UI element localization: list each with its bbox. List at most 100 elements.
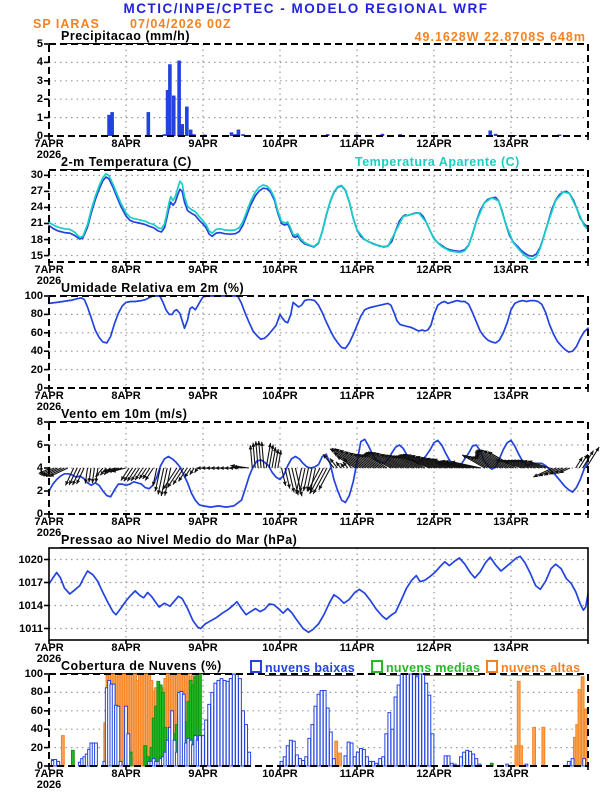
panel-chart-rh2m <box>44 295 589 392</box>
x-tick-year-label: 2026 <box>36 149 62 161</box>
y-tick-label: 0 <box>36 508 43 520</box>
station-coordinates: 49.1628W 22.8708S 648m <box>414 30 586 44</box>
y-tick-label: 0 <box>36 130 43 142</box>
x-tick-label: 8APR <box>111 768 141 780</box>
x-tick-label: 7APR <box>34 516 64 528</box>
x-tick-label: 11APR <box>339 768 375 780</box>
y-tick-label: 1017 <box>18 576 43 589</box>
panel-chart-precip <box>44 43 589 140</box>
x-tick-label: 12APR <box>416 768 452 780</box>
x-tick-label: 11APR <box>339 516 375 528</box>
x-tick-label: 8APR <box>111 516 141 528</box>
x-tick-label: 9APR <box>188 264 218 276</box>
y-tick-label: 30 <box>30 169 43 182</box>
y-tick-label: 24 <box>30 201 43 214</box>
y-tick-label: 20 <box>30 363 43 376</box>
x-tick-label: 12APR <box>416 642 452 654</box>
x-tick-label: 9APR <box>188 516 218 528</box>
y-tick-label: 80 <box>30 686 43 699</box>
x-tick-label: 10APR <box>262 138 298 150</box>
x-tick-label: 12APR <box>416 264 452 276</box>
x-tick-label: 8APR <box>111 390 141 402</box>
station-name: SP IARAS <box>33 17 100 31</box>
y-tick-label: 100 <box>24 668 43 680</box>
legend-temp2m: Temperatura Aparente (C) <box>355 155 520 169</box>
x-tick-label: 10APR <box>262 768 298 780</box>
x-tick-year-label: 2026 <box>36 527 62 539</box>
y-tick-label: 60 <box>30 704 43 717</box>
y-tick-label: 1011 <box>19 622 43 635</box>
x-tick-label: 8APR <box>111 138 141 150</box>
panel-chart-mslp <box>44 547 589 644</box>
legend-item-nuvens-medias: nuvens medias <box>371 660 481 676</box>
x-tick-label: 9APR <box>188 642 218 654</box>
x-tick-label: 7APR <box>34 768 64 780</box>
x-tick-label: 10APR <box>262 390 298 402</box>
x-tick-label: 11APR <box>339 264 375 276</box>
x-tick-label: 13APR <box>493 516 529 528</box>
legend-item-nuvens-altas: nuvens altas <box>486 660 581 676</box>
x-tick-label: 7APR <box>34 138 64 150</box>
y-tick-label: 18 <box>30 233 43 246</box>
y-tick-label: 60 <box>30 326 43 339</box>
x-tick-label: 11APR <box>339 138 375 150</box>
x-tick-label: 10APR <box>262 516 298 528</box>
x-tick-year-label: 2026 <box>36 275 62 287</box>
panel-chart-temp2m <box>44 169 589 266</box>
x-tick-year-label: 2026 <box>36 779 62 791</box>
x-tick-label: 8APR <box>111 264 141 276</box>
panel-chart-clouds <box>44 673 589 770</box>
x-tick-label: 9APR <box>188 138 218 150</box>
x-tick-label: 11APR <box>339 642 375 654</box>
x-tick-label: 12APR <box>416 516 452 528</box>
x-tick-label: 7APR <box>34 264 64 276</box>
y-tick-label: 2 <box>36 485 43 497</box>
y-tick-label: 6 <box>36 439 43 451</box>
y-tick-label: 2 <box>36 93 43 106</box>
x-tick-label: 7APR <box>34 390 64 402</box>
legend-label: nuvens medias <box>386 661 481 676</box>
y-tick-label: 1 <box>36 111 43 124</box>
legend-item-nuvens-baixas: nuvens baixas <box>250 660 356 676</box>
y-tick-label: 8 <box>36 416 43 428</box>
x-tick-label: 11APR <box>339 390 375 402</box>
x-tick-label: 10APR <box>262 642 298 654</box>
x-tick-label: 12APR <box>416 138 452 150</box>
y-tick-label: 3 <box>36 74 43 87</box>
x-tick-label: 13APR <box>493 138 529 150</box>
x-tick-label: 13APR <box>493 642 529 654</box>
x-tick-label: 7APR <box>34 642 64 654</box>
page-title: MCTIC/INPE/CPTEC - MODELO REGIONAL WRF <box>123 1 489 16</box>
y-tick-label: 40 <box>30 723 43 736</box>
y-tick-label: 1020 <box>18 553 43 566</box>
legend-swatch-orange <box>486 660 498 673</box>
y-tick-label: 40 <box>30 345 43 358</box>
x-tick-label: 9APR <box>188 768 218 780</box>
run-datetime: 07/04/2026 00Z <box>130 17 232 31</box>
x-tick-year-label: 2026 <box>36 401 62 413</box>
y-tick-label: 100 <box>24 290 43 302</box>
x-tick-label: 13APR <box>493 390 529 402</box>
panel-chart-wind10m <box>38 421 600 518</box>
y-tick-label: 5 <box>36 38 43 50</box>
x-tick-year-label: 2026 <box>36 653 62 665</box>
y-tick-label: 27 <box>30 185 43 198</box>
x-tick-label: 12APR <box>416 390 452 402</box>
x-tick-label: 9APR <box>188 390 218 402</box>
panel-title-wind10m: Vento em 10m (m/s) <box>60 408 191 422</box>
legend-label: nuvens altas <box>501 661 581 676</box>
x-tick-label: 8APR <box>111 642 141 654</box>
legend-swatch-blue <box>250 660 262 673</box>
x-tick-label: 13APR <box>493 768 529 780</box>
y-tick-label: 21 <box>30 217 43 230</box>
y-tick-label: 0 <box>36 760 43 772</box>
y-tick-label: 20 <box>30 741 43 754</box>
y-tick-label: 0 <box>36 382 43 394</box>
x-tick-label: 13APR <box>493 264 529 276</box>
y-tick-label: 1014 <box>18 599 43 612</box>
legend-label: nuvens baixas <box>265 661 356 676</box>
legend-swatch-green <box>371 660 383 673</box>
y-tick-label: 4 <box>36 56 43 69</box>
x-tick-label: 10APR <box>262 264 298 276</box>
